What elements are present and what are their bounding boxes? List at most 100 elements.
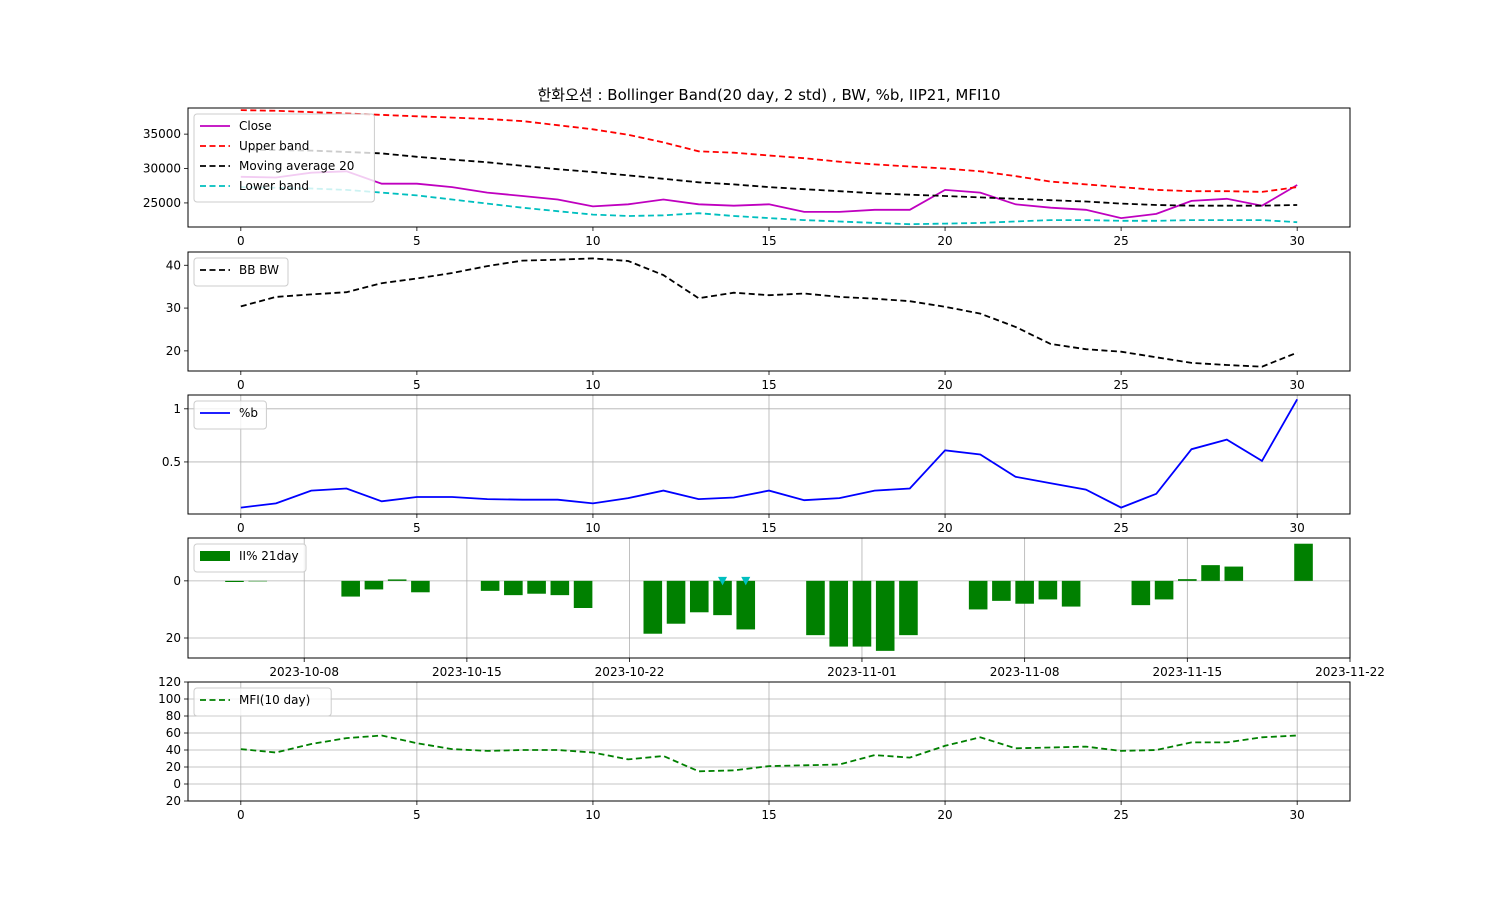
x-tick-label: 10 (585, 234, 600, 248)
legend-label: Close (239, 119, 272, 133)
bar (341, 581, 360, 597)
x-tick-label: 0 (237, 378, 245, 392)
x-tick-label: 20 (937, 234, 952, 248)
x-tick-label: 0 (237, 521, 245, 535)
y-tick-label: 0.5 (162, 455, 181, 469)
bar (481, 581, 500, 591)
y-tick-label: 25000 (143, 196, 181, 210)
x-tick-label: 25 (1113, 521, 1128, 535)
bar (1225, 567, 1244, 581)
panels: 0 5 10 15 20 25 30250003000035000CloseUpper ba… (143, 108, 1385, 822)
legend-label: II% 21day (239, 549, 299, 563)
bar (969, 581, 988, 610)
bar (1132, 581, 1151, 605)
x-tick-label: 5 (413, 234, 421, 248)
y-tick-label: 40 (166, 743, 181, 757)
bar (713, 581, 732, 615)
bar (504, 581, 523, 595)
y-tick-label: 20 (166, 794, 181, 808)
x-tick-label: 2023-11-22 (1315, 665, 1385, 679)
x-tick-label: 20 (937, 378, 952, 392)
bar (365, 581, 384, 590)
x-tick-label: 0 (237, 808, 245, 822)
x-tick-label: 5 (413, 521, 421, 535)
panel-1: 0 5 10 15 20 25 30 25000 30000 35000 Close Upper ba… (143, 108, 1350, 248)
y-tick-label: 30 (166, 301, 181, 315)
y-tick-label: 80 (166, 709, 181, 723)
bar (248, 581, 267, 582)
y-tick-label: 120 (158, 675, 181, 689)
axes-frame (188, 538, 1350, 658)
bar (1178, 579, 1197, 581)
chart-title: 한화오션 : Bollinger Band(20 day, 2 std) , B… (537, 86, 1000, 104)
bar (899, 581, 918, 635)
x-tick-label: 15 (761, 234, 776, 248)
bar (876, 581, 895, 651)
bar (574, 581, 593, 608)
panel-3: 0 5 10 15 20 25 30 0.5 1 %b (162, 395, 1350, 535)
legend-label: Moving average 20 (239, 159, 354, 173)
x-tick-label: 5 (413, 378, 421, 392)
bar (411, 581, 430, 592)
plot-area (225, 544, 1313, 651)
x-tick-label: 15 (761, 378, 776, 392)
bar (388, 579, 407, 580)
bar (1062, 581, 1081, 607)
series-line (241, 187, 1297, 224)
y-tick-label: 100 (158, 692, 181, 706)
series-line (241, 149, 1297, 205)
x-tick-label: 10 (585, 378, 600, 392)
x-tick-label: 2023-10-15 (432, 665, 502, 679)
bar (806, 581, 825, 635)
x-tick-label: 30 (1290, 234, 1305, 248)
series-line (241, 110, 1297, 192)
bar (829, 581, 848, 647)
y-tick-label: 35000 (143, 127, 181, 141)
legend-label: BB BW (239, 263, 279, 277)
series-line (241, 258, 1297, 366)
x-tick-label: 25 (1113, 378, 1128, 392)
y-tick-label: 30000 (143, 162, 181, 176)
legend: Close Upper band Moving average 20 Lower ba… (194, 114, 374, 202)
bar (1039, 581, 1058, 600)
bar (690, 581, 709, 612)
x-tick-label: 20 (937, 808, 952, 822)
plot-area (241, 258, 1297, 366)
axes-frame (188, 252, 1350, 371)
x-tick-label: 20 (937, 521, 952, 535)
legend: MFI(10 day) (194, 688, 331, 716)
bar (736, 581, 755, 630)
x-tick-label: 2023-11-01 (827, 665, 897, 679)
y-tick-label: 1 (173, 402, 181, 416)
bar (1201, 565, 1220, 581)
legend-label: MFI(10 day) (239, 693, 310, 707)
panel-4: 2023-10-08 2023-10-15 2023-10-22 2023-11-01… (166, 538, 1385, 679)
x-tick-label: 0 (237, 234, 245, 248)
legend-label: Upper band (239, 139, 309, 153)
x-tick-label: 15 (761, 521, 776, 535)
bar (1294, 544, 1313, 581)
bar (853, 581, 872, 647)
y-tick-label: 40 (166, 258, 181, 272)
panel-2: 0 5 10 15 20 25 30 20 30 40 BB BW (166, 252, 1350, 392)
legend: %b (194, 401, 266, 429)
y-tick-label: 60 (166, 726, 181, 740)
x-tick-label: 25 (1113, 234, 1128, 248)
legend: II% 21day (194, 544, 306, 572)
y-tick-label: 20 (166, 631, 181, 645)
x-tick-label: 10 (585, 521, 600, 535)
bar (992, 581, 1011, 601)
legend-swatch (200, 551, 230, 561)
x-tick-label: 25 (1113, 808, 1128, 822)
x-tick-label: 5 (413, 808, 421, 822)
series-line (241, 171, 1297, 218)
bar (644, 581, 663, 634)
bar (667, 581, 686, 624)
bar (551, 581, 570, 595)
x-tick-label: 15 (761, 808, 776, 822)
x-tick-label: 30 (1290, 808, 1305, 822)
y-tick-label: 20 (166, 344, 181, 358)
y-tick-label: 0 (173, 574, 181, 588)
x-tick-label: 2023-11-15 (1152, 665, 1222, 679)
